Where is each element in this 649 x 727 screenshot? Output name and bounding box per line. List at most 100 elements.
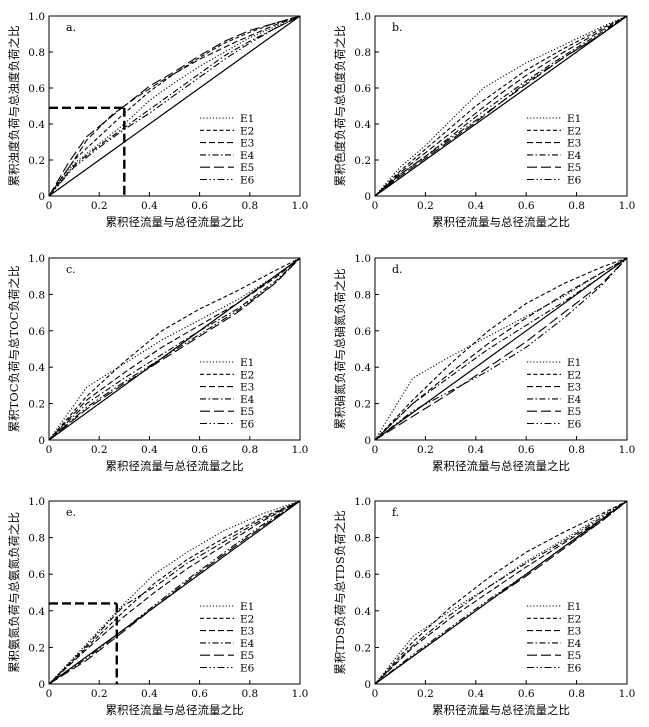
- y-tick-label: 1.0: [28, 496, 45, 508]
- y-tick-label: 0.8: [354, 289, 371, 301]
- series-line-e4: [48, 15, 301, 197]
- panel-5: 0 0.2 0.4 0.6 0.8 1.0 0 0.2 0.4 0.6 0.8 1.0 累积径流量与总径…: [7, 496, 308, 717]
- y-tick-label: 0.8: [28, 533, 45, 545]
- y-tick-label: 0.8: [28, 289, 45, 301]
- y-axis-label: 累积浊度负荷与总浊度负荷之比: [7, 26, 21, 187]
- x-tick-label: 0.6: [191, 444, 208, 456]
- series-line-e3: [374, 500, 628, 685]
- series-line-e6: [374, 257, 628, 441]
- panel-label: c.: [66, 263, 76, 276]
- series-line-e4: [374, 257, 628, 441]
- legend-label: E4: [567, 638, 582, 650]
- legend-label: E4: [567, 150, 582, 162]
- legend-label: E1: [240, 113, 254, 125]
- legend-label: E1: [567, 113, 581, 125]
- series-line-e6: [374, 500, 628, 685]
- legend-label: E6: [567, 663, 582, 675]
- y-tick-label: 0.6: [28, 569, 45, 581]
- legend-label: E3: [240, 138, 254, 150]
- panel-1: 0 0.2 0.4 0.6 0.8 1.0 0 0.2 0.4 0.6 0.8 1.0 累积径流量与总径…: [7, 11, 308, 229]
- y-tick-label: 0.6: [28, 326, 45, 338]
- series-line-e3: [48, 15, 301, 197]
- y-tick-label: 0.6: [354, 326, 371, 338]
- x-tick-label: 1.0: [292, 444, 309, 456]
- legend-label: E5: [240, 406, 254, 418]
- legend-label: E1: [567, 601, 581, 613]
- series-line-e5: [48, 15, 301, 197]
- y-axis-label: 累积TDS负荷与总TDS负荷之比: [333, 510, 347, 675]
- x-axis-label: 累积径流量与总径流量之比: [432, 703, 570, 717]
- legend-label: E5: [240, 650, 254, 662]
- x-tick-label: 1.0: [292, 200, 309, 212]
- panel-2: 0 0.2 0.4 0.6 0.8 1.0 0 0.2 0.4 0.6 0.8 1.0 累积径流量与总径…: [333, 11, 635, 229]
- series-line-e6: [48, 15, 301, 197]
- x-axis-label: 累积径流量与总径流量之比: [106, 215, 244, 229]
- y-tick-label: 0.6: [354, 569, 371, 581]
- series-line-e1: [48, 15, 301, 197]
- series-line-e2: [48, 15, 301, 197]
- reference-line: [374, 257, 628, 441]
- legend-label: E3: [240, 382, 254, 394]
- y-tick-label: 0.4: [354, 606, 371, 618]
- x-axis-label: 累积径流量与总径流量之比: [106, 703, 244, 717]
- x-axis-label: 累积径流量与总径流量之比: [432, 215, 570, 229]
- x-tick-label: 0.2: [417, 688, 434, 700]
- legend-label: E6: [567, 175, 582, 187]
- x-tick-label: 0: [46, 200, 53, 212]
- series-line-e1: [374, 500, 628, 685]
- series-line-e3: [374, 257, 628, 441]
- y-tick-label: 0: [38, 435, 45, 447]
- y-axis-label: 累积氨氮负荷与总氨氮负荷之比: [7, 512, 21, 673]
- legend-label: E3: [567, 382, 581, 394]
- panel-label: e.: [66, 506, 76, 519]
- x-tick-label: 0.8: [568, 200, 585, 212]
- x-tick-label: 0.2: [417, 200, 434, 212]
- y-tick-label: 0.8: [354, 47, 371, 59]
- x-tick-label: 0.6: [518, 200, 535, 212]
- panel-6: 0 0.2 0.4 0.6 0.8 1.0 0 0.2 0.4 0.6 0.8 1.0 累积径流量与总径…: [333, 496, 635, 717]
- series-line-e6: [374, 15, 628, 197]
- legend-label: E3: [567, 626, 581, 638]
- plot-frame: [48, 500, 301, 685]
- reference-line: [48, 257, 301, 441]
- legend-label: E4: [240, 638, 255, 650]
- legend-label: E2: [567, 369, 581, 381]
- reference-line: [48, 500, 301, 685]
- series-line-e5: [48, 500, 301, 685]
- x-tick-label: 0.2: [417, 444, 434, 456]
- x-tick-label: 1.0: [292, 688, 309, 700]
- series-line-e1: [48, 500, 301, 685]
- legend-label: E2: [567, 125, 581, 137]
- legend-label: E1: [567, 357, 581, 369]
- y-tick-label: 0.6: [354, 83, 371, 95]
- plot-frame: [48, 15, 301, 197]
- series-line-e2: [374, 500, 628, 685]
- series-line-e1: [48, 257, 301, 441]
- series-line-e6: [48, 257, 301, 441]
- legend-label: E6: [240, 663, 255, 675]
- y-tick-label: 0.4: [354, 362, 371, 374]
- legend-label: E3: [567, 138, 581, 150]
- y-tick-label: 0: [364, 679, 371, 691]
- series-line-e4: [374, 500, 628, 685]
- y-tick-label: 0.4: [354, 119, 371, 131]
- series-line-e4: [48, 257, 301, 441]
- x-tick-label: 0.2: [91, 200, 108, 212]
- y-tick-label: 0: [364, 191, 371, 203]
- x-tick-label: 0.2: [91, 444, 108, 456]
- legend-label: E6: [240, 419, 255, 431]
- legend-label: E5: [567, 162, 581, 174]
- x-tick-label: 0.8: [241, 200, 258, 212]
- series-line-e5: [374, 15, 628, 197]
- y-tick-label: 0.2: [354, 642, 371, 654]
- x-tick-label: 0.6: [191, 200, 208, 212]
- legend-label: E5: [567, 650, 581, 662]
- y-tick-label: 1.0: [354, 496, 371, 508]
- x-tick-label: 1.0: [619, 444, 636, 456]
- y-axis-label: 累积色度负荷与总色度负荷之比: [333, 26, 347, 187]
- y-tick-label: 0.2: [354, 399, 371, 411]
- x-tick-label: 0.4: [467, 200, 484, 212]
- x-tick-label: 0.8: [568, 444, 585, 456]
- y-tick-label: 0.4: [28, 119, 45, 131]
